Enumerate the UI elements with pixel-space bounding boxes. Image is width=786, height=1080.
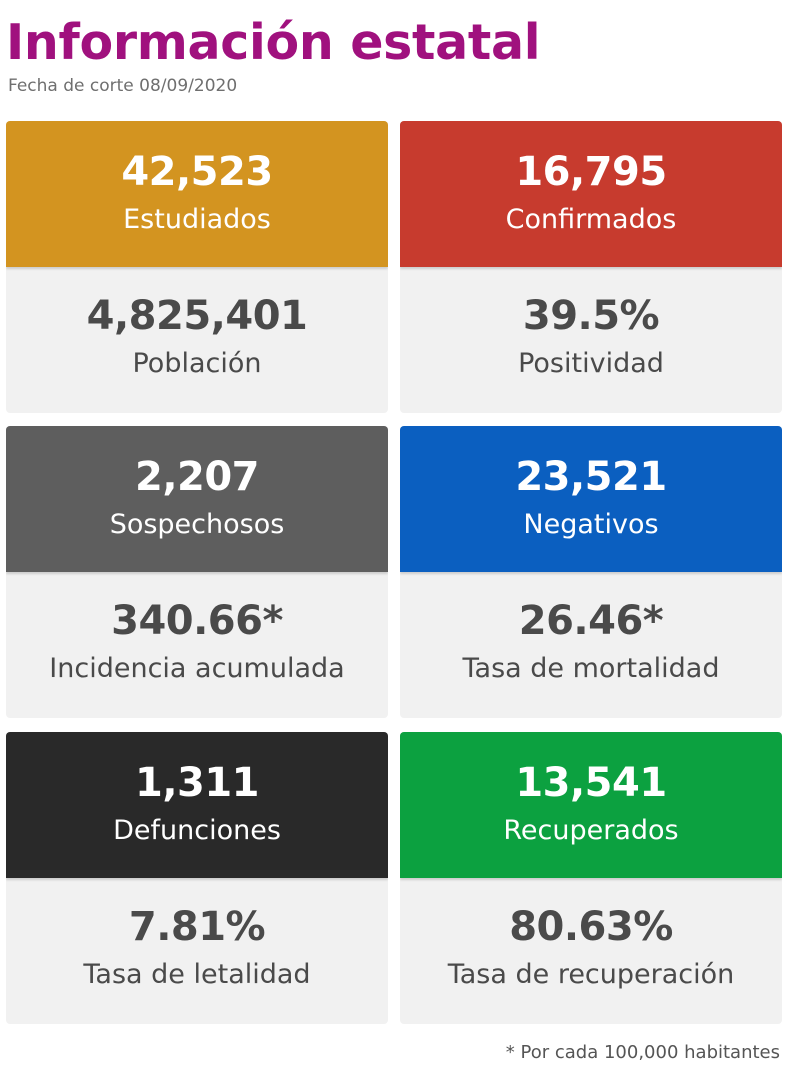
card-header: 13,541 Recuperados	[400, 732, 782, 878]
card-negativos: 23,521 Negativos 26.46* Tasa de mortalid…	[400, 426, 782, 718]
card-secondary-value: 4,825,401	[86, 293, 308, 339]
card-secondary-label: Tasa de mortalidad	[462, 653, 720, 684]
card-confirmados: 16,795 Confirmados 39.5% Positividad	[400, 121, 782, 413]
card-main-value: 1,311	[134, 760, 260, 806]
card-body: 340.66* Incidencia acumulada	[6, 572, 388, 718]
cutoff-date: Fecha de corte 08/09/2020	[8, 76, 238, 96]
card-secondary-value: 7.81%	[128, 904, 266, 950]
card-main-label: Confirmados	[505, 204, 677, 235]
card-main-value: 13,541	[515, 760, 667, 806]
card-body: 80.63% Tasa de recuperación	[400, 878, 782, 1024]
card-body: 4,825,401 Población	[6, 267, 388, 413]
card-secondary-value: 340.66*	[111, 598, 283, 644]
card-header: 16,795 Confirmados	[400, 121, 782, 267]
card-main-label: Defunciones	[113, 815, 281, 846]
card-body: 7.81% Tasa de letalidad	[6, 878, 388, 1024]
footnote: * Por cada 100,000 habitantes	[505, 1042, 780, 1063]
card-secondary-value: 39.5%	[522, 293, 660, 339]
card-main-label: Sospechosos	[109, 509, 285, 540]
card-secondary-value: 80.63%	[509, 904, 673, 950]
card-main-label: Negativos	[523, 509, 659, 540]
card-body: 26.46* Tasa de mortalidad	[400, 572, 782, 718]
card-sospechosos: 2,207 Sospechosos 340.66* Incidencia acu…	[6, 426, 388, 718]
card-estudiados: 42,523 Estudiados 4,825,401 Población	[6, 121, 388, 413]
card-recuperados: 13,541 Recuperados 80.63% Tasa de recupe…	[400, 732, 782, 1024]
card-main-label: Estudiados	[123, 204, 271, 235]
card-secondary-label: Incidencia acumulada	[49, 653, 345, 684]
card-main-value: 23,521	[515, 454, 667, 500]
card-main-value: 2,207	[134, 454, 260, 500]
card-header: 23,521 Negativos	[400, 426, 782, 572]
card-defunciones: 1,311 Defunciones 7.81% Tasa de letalida…	[6, 732, 388, 1024]
card-secondary-label: Tasa de letalidad	[83, 959, 311, 990]
card-header: 42,523 Estudiados	[6, 121, 388, 267]
card-main-value: 16,795	[515, 149, 667, 195]
card-body: 39.5% Positividad	[400, 267, 782, 413]
card-header: 1,311 Defunciones	[6, 732, 388, 878]
page-title: Información estatal	[6, 14, 541, 71]
card-header: 2,207 Sospechosos	[6, 426, 388, 572]
card-secondary-value: 26.46*	[518, 598, 664, 644]
card-main-value: 42,523	[121, 149, 273, 195]
card-main-label: Recuperados	[503, 815, 679, 846]
card-secondary-label: Población	[132, 348, 262, 379]
card-secondary-label: Positividad	[518, 348, 664, 379]
card-secondary-label: Tasa de recuperación	[447, 959, 735, 990]
